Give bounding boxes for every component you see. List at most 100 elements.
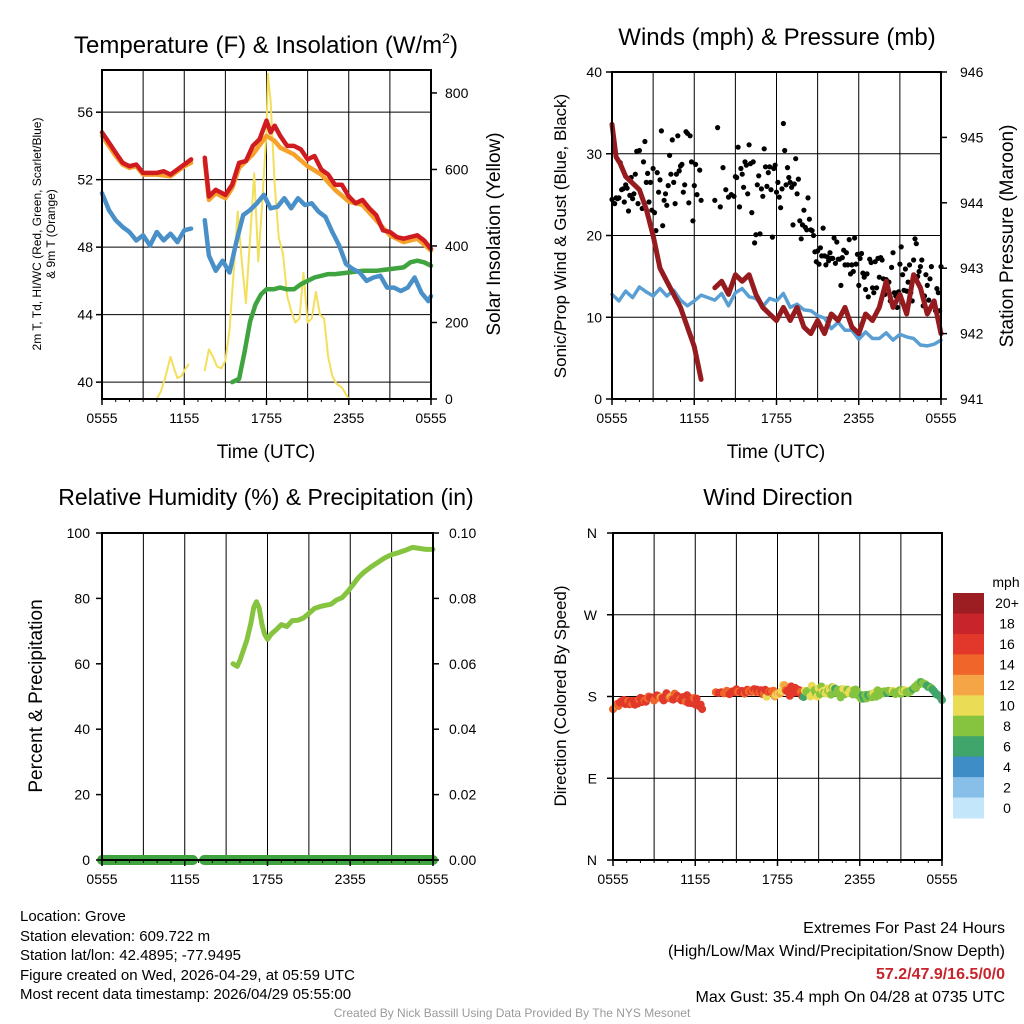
y-tick-label: E bbox=[588, 770, 597, 786]
relative-humidity-line bbox=[230, 544, 436, 669]
colorbar-swatch bbox=[953, 695, 984, 717]
gust-point bbox=[853, 261, 859, 267]
gust-point bbox=[832, 260, 839, 266]
gust-point bbox=[902, 266, 909, 272]
temperature-x-label: Time (UTC) bbox=[217, 442, 316, 463]
direction-point bbox=[698, 705, 707, 714]
gust-point bbox=[690, 218, 696, 224]
wind-direction-title: Wind Direction bbox=[703, 484, 853, 510]
x-tick-label: 0555 bbox=[596, 410, 627, 426]
gust-point bbox=[761, 146, 767, 152]
y2-tick-label: 0.02 bbox=[449, 787, 476, 803]
y2-tick-label: 943 bbox=[960, 260, 984, 276]
gust-point bbox=[795, 176, 802, 182]
y2-tick-label: 0.10 bbox=[449, 525, 476, 541]
gust-point bbox=[927, 276, 933, 282]
y-tick-label: 100 bbox=[67, 525, 91, 541]
x-tick-label: 1155 bbox=[679, 410, 709, 426]
gust-point bbox=[773, 189, 780, 195]
gust-point bbox=[624, 185, 630, 191]
wind-direction-y-label: Direction (Colored By Speed) bbox=[551, 585, 570, 806]
gust-point bbox=[631, 191, 637, 197]
x-tick-label: 1155 bbox=[169, 410, 199, 426]
colorbar-label: 0 bbox=[1003, 800, 1011, 816]
gust-point bbox=[934, 286, 940, 292]
colorbar-swatch bbox=[953, 674, 984, 696]
gust-point bbox=[816, 261, 822, 267]
gust-point bbox=[913, 241, 919, 247]
gust-point bbox=[817, 245, 824, 251]
gust-point bbox=[656, 189, 662, 195]
y-tick-label: 80 bbox=[74, 590, 90, 606]
gust-point bbox=[680, 189, 686, 195]
gust-point bbox=[691, 183, 697, 189]
series-line-2m-t bbox=[99, 130, 194, 177]
extremes-title: Extremes For Past 24 Hours bbox=[803, 920, 1005, 937]
gust-point bbox=[723, 187, 729, 193]
gust-point bbox=[636, 147, 643, 154]
winds-grid bbox=[612, 72, 941, 399]
gust-point bbox=[889, 264, 895, 270]
gust-point bbox=[806, 216, 813, 222]
gust-point bbox=[890, 250, 896, 256]
gust-point bbox=[635, 201, 641, 207]
colorbar-label: 4 bbox=[1003, 759, 1011, 775]
gust-point bbox=[640, 159, 647, 165]
x-tick-label: 0555 bbox=[925, 410, 956, 426]
gust-point bbox=[928, 264, 935, 270]
x-tick-label: 1755 bbox=[252, 871, 283, 887]
gust-point bbox=[834, 239, 840, 245]
gust-point bbox=[661, 197, 667, 203]
gust-point bbox=[923, 272, 929, 278]
y2-tick-label: 944 bbox=[960, 195, 984, 211]
temperature-y-label-line1: 2m T, Td, HI/WC (Red, Green, Scarlet/Blu… bbox=[30, 118, 44, 351]
gust-point bbox=[876, 274, 882, 280]
gust-point bbox=[827, 250, 833, 256]
gust-point bbox=[843, 250, 850, 256]
gust-point bbox=[642, 138, 648, 145]
x-tick-label: 0555 bbox=[415, 410, 446, 426]
winds-series bbox=[609, 120, 944, 382]
x-tick-label: 1155 bbox=[680, 871, 710, 887]
elevation-text: Station elevation: 609.722 m bbox=[20, 927, 211, 945]
wind-speed-line bbox=[610, 285, 943, 348]
gust-point bbox=[839, 255, 845, 261]
max-gust-text: Max Gust: 35.4 mph On 04/28 at 0735 UTC bbox=[695, 989, 1006, 1006]
wind-speed-colorbar: 20+ 18 16 14 12 10 8 6 4 2 0 bbox=[953, 593, 1019, 819]
gust-point bbox=[739, 171, 745, 177]
gust-point bbox=[846, 237, 852, 243]
gust-point bbox=[612, 201, 618, 207]
gust-point bbox=[667, 152, 673, 158]
humidity-grid bbox=[142, 533, 393, 860]
gust-point bbox=[620, 186, 626, 192]
temperature-grid bbox=[102, 70, 431, 399]
x-tick-label: 1755 bbox=[761, 410, 792, 426]
gust-point bbox=[801, 207, 807, 213]
gust-point bbox=[838, 282, 844, 288]
gust-point bbox=[752, 240, 758, 246]
gust-point bbox=[830, 255, 836, 261]
gust-point bbox=[854, 251, 861, 257]
gust-point bbox=[657, 177, 663, 183]
gust-point bbox=[735, 144, 741, 150]
y-tick-label: 52 bbox=[77, 172, 93, 188]
gust-point bbox=[820, 225, 826, 231]
y2-tick-label: 942 bbox=[960, 326, 984, 342]
colorbar-label: 12 bbox=[999, 677, 1015, 693]
gust-point bbox=[874, 285, 880, 291]
y2-tick-label: 0.08 bbox=[449, 590, 476, 606]
gust-point bbox=[793, 156, 799, 162]
wind-direction-series bbox=[609, 678, 946, 714]
extremes-subtitle: (High/Low/Max Wind/Precipitation/Snow De… bbox=[667, 943, 1005, 960]
y2-tick-label: 0.04 bbox=[449, 721, 476, 737]
gust-point bbox=[809, 228, 815, 234]
gust-point bbox=[736, 204, 743, 210]
colorbar-swatch bbox=[953, 633, 984, 655]
x-tick-label: 0555 bbox=[597, 871, 628, 887]
gust-point bbox=[650, 165, 656, 172]
gust-point bbox=[632, 171, 638, 177]
gust-point bbox=[879, 257, 885, 263]
y-tick-label: 48 bbox=[77, 239, 93, 255]
recent-timestamp-text: Most recent data timestamp: 2026/04/29 0… bbox=[20, 986, 352, 1003]
